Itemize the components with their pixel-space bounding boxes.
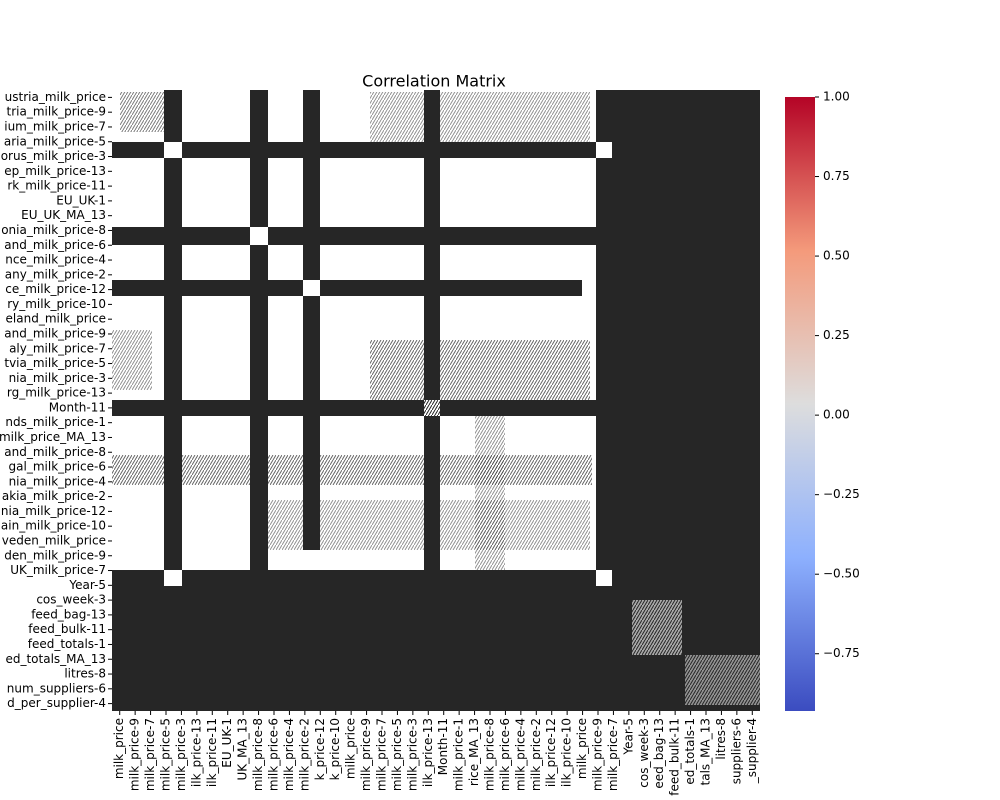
y-tick-label: nia_milk_price-3 [9,371,106,385]
y-tick-label: UK_milk_price-7 [10,563,106,577]
y-tick-label: tvia_milk_price-5 [4,356,106,370]
colorbar-tick-label: 0.50 [823,249,850,263]
x-tick-label: UK_MA_13 [236,718,250,780]
y-tick-label: feed_bag-13 [31,607,106,621]
y-tick-label: ep_milk_price-13 [4,164,106,178]
y-tick-label: ed_totals_MA_13 [5,652,106,666]
y-tick-label: gal_milk_price-6 [9,460,106,474]
x-tick-label: milk_price-6 [498,718,512,791]
x-tick-label: milk_price-3 [174,718,188,791]
x-tick-label: milk_price-8 [483,718,497,791]
colorbar-tick-label: 1.00 [823,90,850,104]
y-tick-label: and_milk_price-8 [4,445,106,459]
y-tick-label: ustria_milk_price [5,90,106,104]
y-tick-label: any_milk_price-2 [5,267,106,281]
x-tick-label: ed_totals-1 [683,718,697,785]
x-tick-label: _supplier-4 [745,718,759,784]
y-tick-label: orus_milk_price-3 [1,149,106,163]
x-tick-label: rice_MA_13 [467,718,481,786]
x-tick-label: milk_price [575,718,589,779]
y-tick-label: EU_UK_MA_13 [21,208,106,222]
x-tick-label: ilk_price-13 [421,718,435,787]
y-tick-label: tria_milk_price-9 [7,105,106,119]
y-tick-label: num_suppliers-6 [7,681,106,695]
colorbar-tick-label: −0.25 [823,487,860,501]
y-tick-label: and_milk_price-6 [4,238,106,252]
x-tick-label: milk_price-9 [359,718,373,791]
x-tick-label: milk_price-4 [513,718,527,791]
y-tick-label: nia_milk_price-4 [9,474,106,488]
x-tick-label: milk_price-9 [591,718,605,791]
y-tick-label: ry_milk_price-10 [7,297,106,311]
x-tick-label: milk_price-3 [405,718,419,791]
colorbar-tick-label: 0.00 [823,408,850,422]
x-tick-label: feed_bulk-11 [668,718,682,796]
y-tick-label: litres-8 [64,667,106,681]
x-tick-label: suppliers-6 [729,718,743,784]
x-tick-label: cos_week-3 [637,718,651,788]
colorbar-tick-label: −0.50 [823,567,860,581]
x-tick-label: Month-11 [436,718,450,775]
y-tick-label: eland_milk_price [6,312,106,326]
y-tick-label: akia_milk_price-2 [2,489,106,503]
y-tick-label: ium_milk_price-7 [4,119,106,133]
x-tick-label: milk_price [344,718,358,779]
x-tick-label: ilk_price-13 [189,718,203,787]
y-tick-label: feed_totals-1 [28,637,106,651]
colorbar-tick-label: −0.75 [823,646,860,660]
y-tick-label: nce_milk_price-4 [5,253,106,267]
x-tick-label: milk_price [112,718,126,779]
y-tick-label: ce_milk_price-12 [5,282,106,296]
colorbar [785,97,815,711]
y-tick-label: aria_milk_price-5 [4,134,106,148]
x-tick-label: milk_price-7 [606,718,620,791]
x-tick-label: eed_bag-13 [652,718,666,789]
x-tick-label: Year-5 [621,718,635,756]
x-tick-label: ilk_price-11 [205,718,219,787]
x-tick-label: milk_price-7 [375,718,389,791]
x-tick-label: litres-8 [714,718,728,760]
y-tick-label: feed_bulk-11 [28,622,106,636]
x-tick-label: EU_UK-1 [220,718,234,768]
x-tick-label: milk_price-6 [267,718,281,791]
x-tick-label: milk_price-5 [159,718,173,791]
y-tick-label: rg_milk_price-13 [7,386,106,400]
x-tick-label: k_price-12 [313,718,327,780]
y-tick-label: veden_milk_price [2,533,106,547]
y-tick-label: ain_milk_price-10 [1,519,106,533]
x-tick-label: milk_price-2 [297,718,311,791]
x-tick-label: ilk_price-12 [544,718,558,787]
y-tick-label: den_milk_price-9 [4,548,106,562]
y-tick-label: cos_week-3 [36,593,106,607]
y-tick-label: Year-5 [68,578,106,592]
y-tick-label: rk_milk_price-11 [7,179,106,193]
y-tick-label: d_per_supplier-4 [7,696,106,710]
y-tick-label: and_milk_price-9 [4,326,106,340]
colorbar-tick-label: 0.25 [823,328,850,342]
y-tick-label: nds_milk_price-1 [5,415,106,429]
colorbar-tick-label: 0.75 [823,169,850,183]
x-tick-label: milk_price-2 [529,718,543,791]
x-tick-label: milk_price-8 [251,718,265,791]
y-tick-label: nia_milk_price-12 [1,504,106,518]
y-tick-label: Month-11 [49,400,106,414]
x-tick-label: tals_MA_13 [699,718,713,785]
y-tick-label: onia_milk_price-8 [1,223,106,237]
x-tick-label: ilk_price-10 [560,718,574,787]
x-tick-label: k_price-10 [328,718,342,780]
y-tick-label: milk_price_MA_13 [0,430,106,444]
x-tick-label: milk_price-1 [452,718,466,791]
heatmap-body [112,90,760,711]
x-tick-label: milk_price-9 [128,718,142,791]
x-tick-label: milk_price-5 [390,718,404,791]
y-tick-label: aly_milk_price-7 [9,341,106,355]
x-tick-label: milk_price-7 [143,718,157,791]
chart-title: Correlation Matrix [362,72,506,91]
x-tick-label: milk_price-4 [282,718,296,791]
y-tick-label: EU_UK-1 [56,193,106,207]
